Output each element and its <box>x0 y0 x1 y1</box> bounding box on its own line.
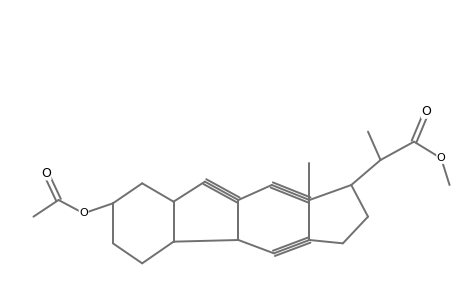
Text: O: O <box>421 105 431 118</box>
Text: O: O <box>79 208 88 218</box>
Text: O: O <box>436 153 445 163</box>
Text: O: O <box>41 167 51 180</box>
